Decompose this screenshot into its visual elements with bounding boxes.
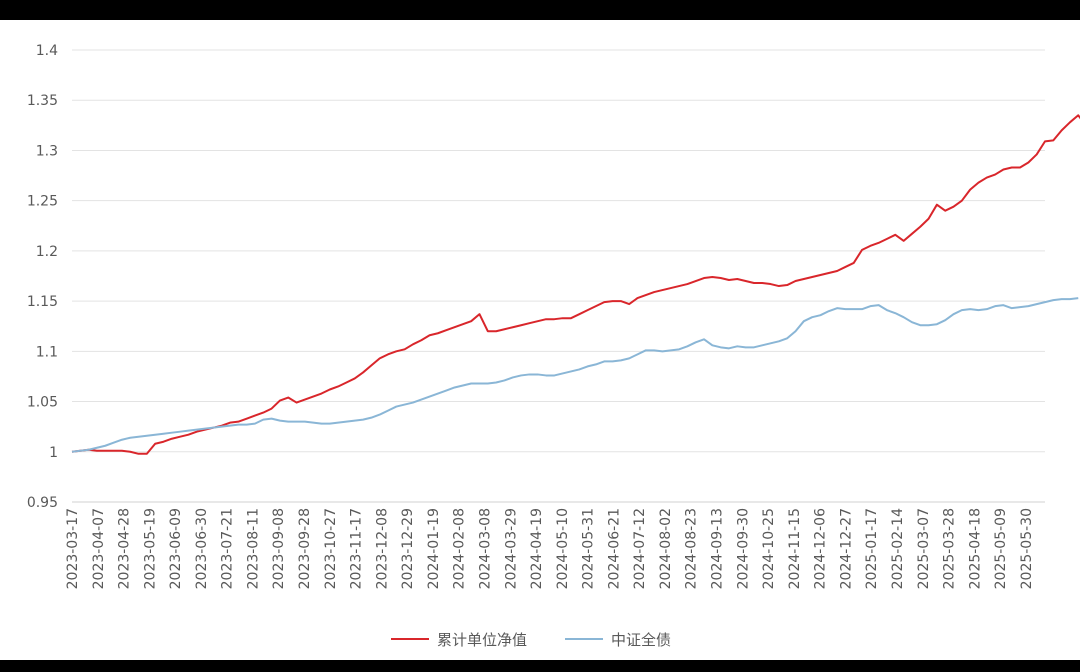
series-line-nav	[71, 114, 1080, 455]
x-tick-label: 2024-08-02	[658, 508, 674, 589]
x-tick-label: 2023-08-11	[245, 508, 261, 589]
y-tick-label: 1.2	[36, 244, 58, 260]
x-tick-label: 2023-12-08	[374, 508, 390, 589]
x-tick-label: 2024-10-25	[761, 508, 777, 589]
x-tick-label: 2024-09-13	[710, 508, 726, 589]
y-tick-label: 1.4	[36, 43, 58, 59]
x-tick-label: 2023-06-09	[168, 508, 184, 589]
y-tick-label: 1.35	[27, 93, 58, 109]
x-tick-label: 2025-04-18	[967, 508, 983, 589]
y-tick-label: 1.1	[36, 344, 58, 360]
x-tick-label: 2023-04-28	[117, 508, 133, 589]
chart-frame: 0.95 1 1.05 1.1 1.15 1.2 1.25 1.3 1.35 1.4 2023-03…	[0, 20, 1080, 660]
x-tick-label: 2024-01-19	[426, 508, 442, 589]
y-tick-label: 1.15	[27, 294, 58, 310]
x-tick-label: 2023-04-07	[91, 508, 107, 589]
x-tick-label: 2025-05-09	[993, 508, 1009, 589]
y-tick-label: 0.95	[27, 495, 58, 511]
axis: 0.95 1 1.05 1.1 1.15 1.2 1.25 1.3 1.35 1.4 2023-03…	[27, 43, 1045, 589]
x-tick-label: 2025-03-28	[942, 508, 958, 589]
x-tick-label: 2023-07-21	[220, 508, 236, 589]
x-tick-label: 2024-03-29	[503, 508, 519, 589]
x-tick-label: 2023-09-28	[297, 508, 313, 589]
x-tick-label: 2025-01-17	[864, 508, 880, 589]
x-tick-label: 2024-05-10	[555, 508, 571, 589]
x-tick-label: 2024-12-06	[813, 508, 829, 589]
series-line-bond-index	[71, 297, 1079, 453]
line-chart: 0.95 1 1.05 1.1 1.15 1.2 1.25 1.3 1.35 1.4 2023-03…	[27, 43, 1080, 649]
x-tick-label: 2023-10-27	[323, 508, 339, 589]
x-tick-label: 2024-12-27	[838, 508, 854, 589]
legend: 累计单位净值 中证全债	[391, 631, 671, 649]
y-tick-label: 1.05	[27, 395, 58, 411]
x-tick-label: 2025-03-07	[916, 508, 932, 589]
x-tick-label: 2024-02-08	[452, 508, 468, 589]
x-tick-label: 2024-07-12	[632, 508, 648, 589]
x-tick-label: 2024-08-23	[684, 508, 700, 589]
x-tick-label: 2023-06-30	[194, 508, 210, 589]
x-tick-label: 2024-03-08	[477, 508, 493, 589]
y-tick-label: 1.3	[36, 143, 58, 159]
x-tick-label: 2024-09-30	[735, 508, 751, 589]
x-tick-label: 2023-09-08	[271, 508, 287, 589]
x-tick-label: 2025-02-14	[890, 508, 906, 589]
x-tick-label: 2023-11-17	[349, 508, 365, 589]
x-tick-label: 2023-05-19	[142, 508, 158, 589]
gridlines	[72, 49, 1045, 503]
series-lines	[71, 114, 1080, 455]
x-tick-label: 2025-05-30	[1019, 508, 1035, 589]
x-tick-label: 2024-05-31	[581, 508, 597, 589]
x-tick-label: 2024-04-19	[529, 508, 545, 589]
y-tick-label: 1.25	[27, 194, 58, 210]
legend-label-bond-index: 中证全债	[611, 631, 671, 649]
legend-label-nav: 累计单位净值	[437, 631, 527, 649]
x-tick-label: 2024-06-21	[606, 508, 622, 589]
x-tick-label: 2023-12-29	[400, 508, 416, 589]
x-tick-label: 2023-03-17	[65, 508, 81, 589]
x-tick-label: 2024-11-15	[787, 508, 803, 589]
y-tick-label: 1	[49, 445, 58, 461]
